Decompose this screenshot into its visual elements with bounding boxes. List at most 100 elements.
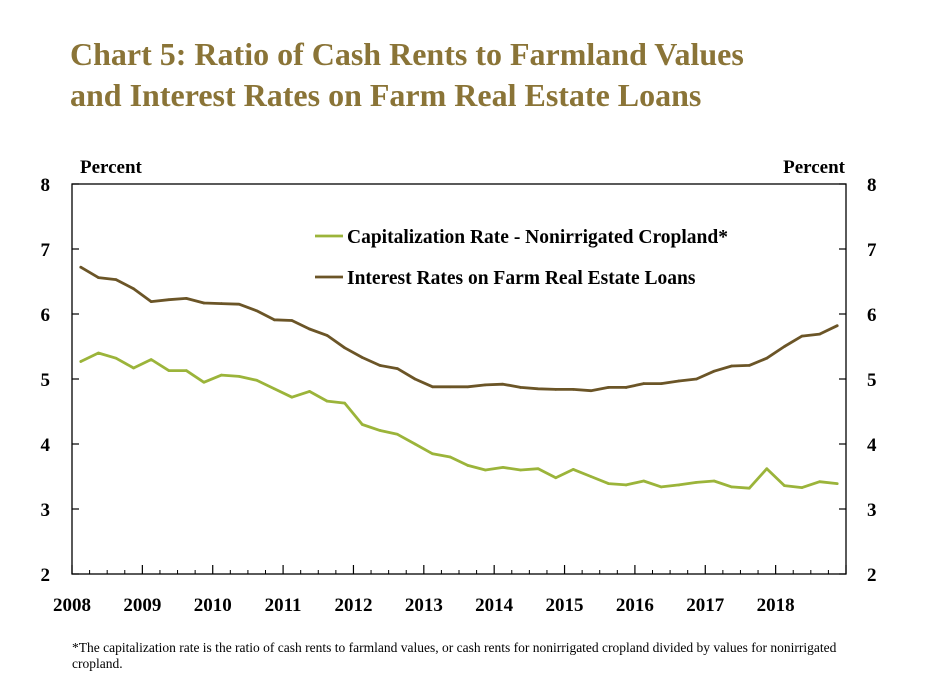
x-tick-label: 2018 [757,595,795,616]
interest-rate-point [536,387,540,391]
interest-rate-point [378,364,382,367]
y-axis-label-right: Percent [783,157,846,178]
cap-rate-point [730,485,733,489]
interest-rate-point [607,386,610,389]
cap-rate-point [114,356,118,360]
cap-rate-point [835,482,839,485]
y-tick-label-right: 4 [867,435,877,456]
cap-rate-point [484,468,487,472]
interest-rate-point [466,385,470,389]
cap-rate-point [413,442,417,446]
cap-rate-point [712,479,716,483]
interest-rate-point [730,364,733,368]
y-tick-label-left: 2 [41,565,51,586]
cap-rate-point [589,475,593,478]
interest-rate-line [79,265,839,393]
y-tick-label-right: 5 [867,370,877,391]
interest-rate-point [747,364,751,367]
cap-rate-point [765,467,769,471]
interest-rate-point [835,324,839,328]
cap-rate-point [536,467,540,471]
interest-rate-point [448,385,452,389]
interest-rate-point [114,278,118,281]
cap-rate-point [220,373,223,377]
cap-rate-point [308,390,311,393]
interest-rate-point [659,382,663,385]
cap-rate-point [800,486,804,489]
cap-rate-point [783,484,786,487]
interest-rate-point [624,386,628,389]
interest-rate-point [572,388,575,391]
y-tick-label-left: 4 [41,435,51,456]
footnote: *The capitalization rate is the ratio of… [72,640,837,671]
cap-rate-point [501,466,505,469]
cap-rate-point [343,401,346,405]
x-tick-label: 2009 [123,595,161,616]
interest-rate-point [818,332,821,336]
cap-rate-point [624,483,628,487]
interest-rate-point [554,388,558,391]
interest-rate-point [413,377,417,381]
interest-rate-point [97,276,100,279]
interest-rate-point [589,389,593,393]
cap-rate-point [431,452,434,456]
cap-rate-point [167,369,171,372]
cap-rate-point [818,480,821,484]
interest-rate-point [220,302,223,305]
cap-rate-point [607,482,610,485]
interest-rate-point [501,382,505,386]
y-tick-label-left: 3 [41,500,51,521]
interest-rate-point [431,385,434,389]
cap-rate-point [695,481,698,484]
cap-rate-point [554,476,558,480]
cap-rate-point [237,375,241,378]
interest-rate-point [519,386,522,389]
chart-title-line-2: and Interest Rates on Farm Real Estate L… [70,77,702,113]
cap-rate-point [97,351,100,355]
cap-rate-point [378,429,382,432]
interest-rate-point [237,302,241,306]
y-tick-label-right: 3 [867,500,877,521]
cap-rate-point [360,423,364,426]
y-tick-label-right: 6 [867,305,877,326]
cap-rate-point [519,468,522,472]
interest-rate-point [783,345,786,348]
interest-rate-point [272,318,276,322]
y-tick-label-left: 5 [41,370,51,391]
x-tick-label: 2008 [53,595,91,616]
y-tick-label-left: 7 [41,240,51,261]
cap-rate-point [202,380,206,384]
cap-rate-point [659,485,663,489]
y-axis-label-left: Percent [80,157,143,178]
x-tick-label: 2014 [475,595,514,616]
y-tick-label-left: 6 [41,305,51,326]
cap-rate-line [79,351,839,490]
interest-rate-point [185,297,188,300]
y-tick-label-right: 7 [867,240,877,261]
interest-rate-point [290,319,294,322]
interest-rate-point [325,334,329,337]
interest-rate-point [255,309,259,313]
x-tick-label: 2012 [334,595,372,616]
cap-rate-point [325,399,329,403]
interest-rate-point [149,300,153,303]
interest-rate-point [396,367,399,370]
interest-rate-point [642,382,646,385]
interest-rate-point [677,379,681,383]
interest-rate-point [79,265,83,269]
cap-rate-point [185,369,188,372]
x-tick-label: 2017 [686,595,725,616]
interest-rate-point [765,356,769,360]
x-tick-label: 2016 [616,595,654,616]
interest-rate-point [712,369,716,373]
cap-rate-point [396,432,399,436]
interest-rate-point [132,287,135,290]
cap-rate-point [572,468,575,471]
x-tick-label: 2010 [194,595,232,616]
interest-rate-point [343,346,346,350]
cap-rate-point [747,486,751,490]
cap-rate-point [448,455,452,459]
interest-rate-point [360,356,364,359]
cap-rate-point [149,358,153,361]
